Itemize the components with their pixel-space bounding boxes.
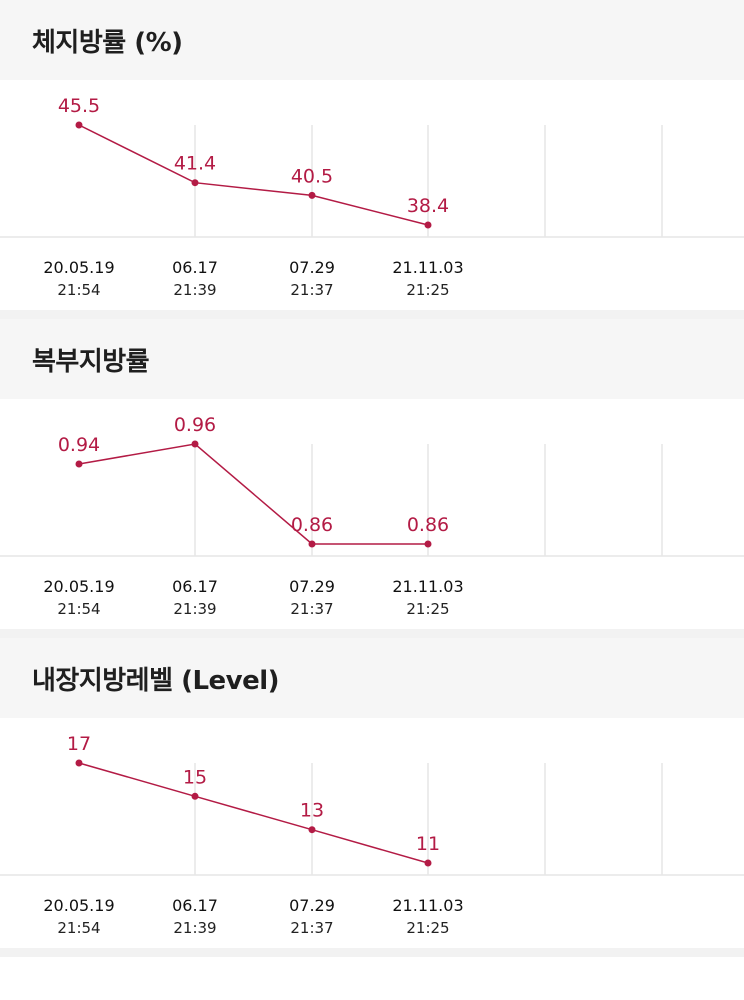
visceral-fat-title: 내장지방레벨 (Level) [32,665,280,696]
x-tick-date: 21.11.03 [392,577,463,596]
visceral-fat-section: 내장지방레벨 (Level) 17 20.05.19 21:54 15 06.17 21:… [0,638,744,948]
abdominal-fat-section: 복부지방률 0.94 20.05.19 21:54 0.96 06.17 21:39 0.8… [0,319,744,629]
x-tick-date: 20.05.19 [43,577,114,596]
x-tick-time: 21:39 [173,919,216,937]
x-tick-date: 21.11.03 [392,896,463,915]
x-tick-date: 07.29 [289,258,335,277]
body-fat-header: 체지방률 (%) [0,0,744,80]
data-point [308,191,316,199]
series-line [78,762,429,864]
series-line [78,124,429,226]
x-tick-date: 06.17 [172,577,218,596]
x-tick-time: 21:39 [173,281,216,299]
x-tick-date: 06.17 [172,896,218,915]
section-divider [0,629,744,638]
section-divider [0,948,744,957]
x-tick-time: 21:54 [57,281,100,299]
abdominal-fat-chart-area: 0.94 20.05.19 21:54 0.96 06.17 21:39 0.86 07.29… [0,399,744,629]
data-label: 0.86 [407,514,449,536]
data-point [308,826,316,834]
data-label: 40.5 [291,165,333,187]
data-label: 0.86 [291,514,333,536]
abdominal-fat-chart: 0.94 20.05.19 21:54 0.96 06.17 21:39 0.86 07.29… [0,414,744,618]
x-tick-date: 21.11.03 [392,258,463,277]
x-tick-date: 07.29 [289,577,335,596]
x-tick-date: 20.05.19 [43,896,114,915]
data-label: 45.5 [58,95,100,117]
data-point [424,540,432,548]
x-tick-time: 21:54 [57,919,100,937]
data-point [424,221,432,229]
abdominal-fat-title: 복부지방률 [32,346,150,377]
x-tick-time: 21:37 [290,281,333,299]
body-fat-chart-area: 45.5 20.05.19 21:54 41.4 06.17 21:39 40.5 07.29… [0,80,744,310]
data-point [75,460,83,468]
x-tick-date: 20.05.19 [43,258,114,277]
body-fat-section: 체지방률 (%) 45.5 20.05.19 21:54 41.4 06.17 21:39… [0,0,744,310]
data-label: 0.94 [58,434,100,456]
x-tick-time: 21:25 [406,281,449,299]
data-point [75,759,83,767]
x-tick-time: 21:54 [57,600,100,618]
x-tick-time: 21:25 [406,600,449,618]
data-label: 11 [416,833,440,855]
body-fat-chart: 45.5 20.05.19 21:54 41.4 06.17 21:39 40.5 07.29… [0,95,744,299]
data-label: 41.4 [174,153,216,175]
data-label: 38.4 [407,195,449,217]
data-label: 0.96 [174,414,216,436]
x-tick-date: 07.29 [289,896,335,915]
visceral-fat-chart: 17 20.05.19 21:54 15 06.17 21:39 13 07.29 21:37 1… [0,733,744,937]
x-tick-time: 21:37 [290,600,333,618]
x-tick-time: 21:39 [173,600,216,618]
data-point [424,859,432,867]
data-point [308,540,316,548]
data-point [191,792,199,800]
data-label: 17 [67,733,91,755]
x-tick-time: 21:37 [290,919,333,937]
series-line [78,443,428,545]
x-tick-time: 21:25 [406,919,449,937]
data-point [75,121,83,129]
section-divider [0,310,744,319]
body-fat-title: 체지방률 (%) [32,27,183,58]
data-label: 15 [183,766,207,788]
visceral-fat-chart-area: 17 20.05.19 21:54 15 06.17 21:39 13 07.29 21:37 1… [0,718,744,948]
data-point [191,440,199,448]
data-label: 13 [300,800,324,822]
visceral-fat-header: 내장지방레벨 (Level) [0,638,744,718]
x-tick-date: 06.17 [172,258,218,277]
data-point [191,179,199,187]
abdominal-fat-header: 복부지방률 [0,319,744,399]
